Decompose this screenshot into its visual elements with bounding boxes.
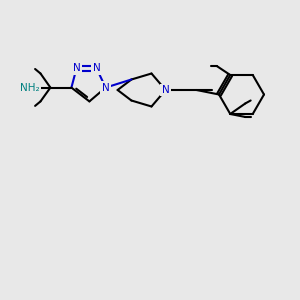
Text: N: N — [102, 82, 110, 93]
Text: N: N — [93, 63, 101, 74]
Text: NH₂: NH₂ — [20, 82, 40, 93]
Text: N: N — [73, 63, 80, 74]
Text: N: N — [162, 85, 170, 95]
